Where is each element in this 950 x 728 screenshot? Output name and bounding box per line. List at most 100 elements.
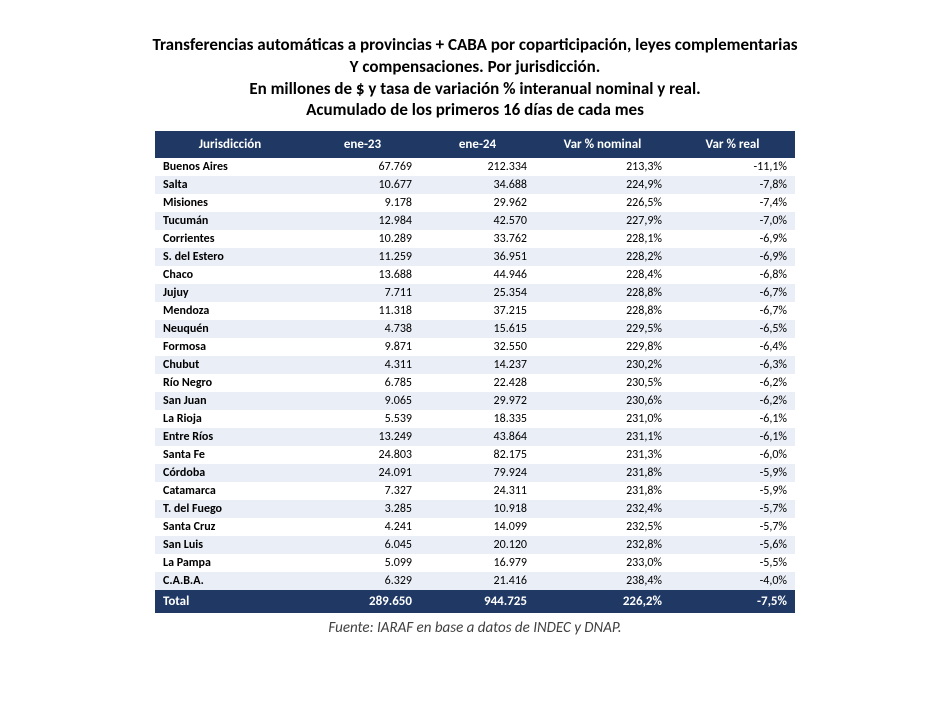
- cell-value: 226,5%: [535, 194, 670, 212]
- cell-value: -6,1%: [670, 410, 795, 428]
- cell-value: -7,8%: [670, 176, 795, 194]
- cell-jurisdiccion: T. del Fuego: [155, 500, 305, 518]
- cell-value: 14.237: [420, 356, 535, 374]
- cell-value: 230,2%: [535, 356, 670, 374]
- total-var-real: -7,5%: [670, 590, 795, 613]
- cell-value: 44.946: [420, 266, 535, 284]
- cell-value: 11.318: [305, 302, 420, 320]
- cell-jurisdiccion: Santa Fe: [155, 446, 305, 464]
- cell-value: -6,2%: [670, 374, 795, 392]
- total-label: Total: [155, 590, 305, 613]
- cell-value: 82.175: [420, 446, 535, 464]
- cell-value: -7,0%: [670, 212, 795, 230]
- cell-value: 9.871: [305, 338, 420, 356]
- cell-value: 227,9%: [535, 212, 670, 230]
- col-header-ene24: ene-24: [420, 131, 535, 158]
- cell-value: -6,7%: [670, 302, 795, 320]
- table-row: Río Negro6.78522.428230,5%-6,2%: [155, 374, 795, 392]
- cell-value: 231,1%: [535, 428, 670, 446]
- cell-value: -5,9%: [670, 464, 795, 482]
- cell-value: 232,8%: [535, 536, 670, 554]
- cell-value: 232,4%: [535, 500, 670, 518]
- cell-jurisdiccion: Buenos Aires: [155, 158, 305, 176]
- table-container: Jurisdicción ene-23 ene-24 Var % nominal…: [155, 131, 795, 613]
- cell-value: 233,0%: [535, 554, 670, 572]
- cell-value: -7,4%: [670, 194, 795, 212]
- cell-value: 238,4%: [535, 572, 670, 590]
- cell-value: 5.099: [305, 554, 420, 572]
- cell-value: 20.120: [420, 536, 535, 554]
- cell-value: 10.289: [305, 230, 420, 248]
- cell-value: -6,1%: [670, 428, 795, 446]
- cell-value: 25.354: [420, 284, 535, 302]
- table-row: Neuquén4.73815.615229,5%-6,5%: [155, 320, 795, 338]
- cell-value: 3.285: [305, 500, 420, 518]
- table-row: Misiones9.17829.962226,5%-7,4%: [155, 194, 795, 212]
- cell-value: 34.688: [420, 176, 535, 194]
- cell-value: -11,1%: [670, 158, 795, 176]
- cell-jurisdiccion: Formosa: [155, 338, 305, 356]
- cell-value: 9.065: [305, 392, 420, 410]
- cell-value: 213,3%: [535, 158, 670, 176]
- cell-value: -6,7%: [670, 284, 795, 302]
- col-header-ene23: ene-23: [305, 131, 420, 158]
- col-header-jurisdiccion: Jurisdicción: [155, 131, 305, 158]
- title-line-2: Y compensaciones. Por jurisdicción.: [80, 56, 870, 78]
- table-row: San Juan9.06529.972230,6%-6,2%: [155, 392, 795, 410]
- cell-jurisdiccion: Córdoba: [155, 464, 305, 482]
- table-row: Formosa9.87132.550229,8%-6,4%: [155, 338, 795, 356]
- cell-value: 228,8%: [535, 302, 670, 320]
- cell-value: 14.099: [420, 518, 535, 536]
- total-ene23: 289.650: [305, 590, 420, 613]
- page: Transferencias automáticas a provincias …: [0, 0, 950, 637]
- cell-value: 230,6%: [535, 392, 670, 410]
- cell-value: 231,8%: [535, 482, 670, 500]
- cell-jurisdiccion: La Rioja: [155, 410, 305, 428]
- cell-value: 21.416: [420, 572, 535, 590]
- cell-value: 24.311: [420, 482, 535, 500]
- cell-value: -6,4%: [670, 338, 795, 356]
- cell-jurisdiccion: Tucumán: [155, 212, 305, 230]
- cell-value: 10.677: [305, 176, 420, 194]
- cell-value: 67.769: [305, 158, 420, 176]
- cell-jurisdiccion: Mendoza: [155, 302, 305, 320]
- title-line-3: En millones de $ y tasa de variación % i…: [80, 78, 870, 100]
- cell-jurisdiccion: San Luis: [155, 536, 305, 554]
- cell-jurisdiccion: Chaco: [155, 266, 305, 284]
- cell-value: 228,4%: [535, 266, 670, 284]
- cell-value: 13.249: [305, 428, 420, 446]
- page-title: Transferencias automáticas a provincias …: [80, 34, 870, 121]
- cell-value: 32.550: [420, 338, 535, 356]
- cell-jurisdiccion: Neuquén: [155, 320, 305, 338]
- cell-jurisdiccion: Río Negro: [155, 374, 305, 392]
- col-header-var-real: Var % real: [670, 131, 795, 158]
- table-row: Salta10.67734.688224,9%-7,8%: [155, 176, 795, 194]
- table-header: Jurisdicción ene-23 ene-24 Var % nominal…: [155, 131, 795, 158]
- cell-jurisdiccion: Misiones: [155, 194, 305, 212]
- cell-value: 228,8%: [535, 284, 670, 302]
- cell-value: 37.215: [420, 302, 535, 320]
- cell-value: 15.615: [420, 320, 535, 338]
- cell-value: -5,5%: [670, 554, 795, 572]
- table-row: San Luis6.04520.120232,8%-5,6%: [155, 536, 795, 554]
- cell-value: -5,9%: [670, 482, 795, 500]
- cell-value: -5,6%: [670, 536, 795, 554]
- cell-jurisdiccion: Catamarca: [155, 482, 305, 500]
- table-row: La Rioja5.53918.335231,0%-6,1%: [155, 410, 795, 428]
- title-line-4: Acumulado de los primeros 16 días de cad…: [80, 99, 870, 121]
- cell-value: 22.428: [420, 374, 535, 392]
- cell-value: 13.688: [305, 266, 420, 284]
- cell-value: 79.924: [420, 464, 535, 482]
- cell-value: 9.178: [305, 194, 420, 212]
- cell-value: 24.091: [305, 464, 420, 482]
- table-row: Chaco13.68844.946228,4%-6,8%: [155, 266, 795, 284]
- cell-value: -5,7%: [670, 500, 795, 518]
- cell-jurisdiccion: C.A.B.A.: [155, 572, 305, 590]
- table-row: C.A.B.A.6.32921.416238,4%-4,0%: [155, 572, 795, 590]
- cell-value: 6.785: [305, 374, 420, 392]
- cell-value: 18.335: [420, 410, 535, 428]
- cell-value: 16.979: [420, 554, 535, 572]
- table-row: Entre Ríos13.24943.864231,1%-6,1%: [155, 428, 795, 446]
- cell-value: 4.311: [305, 356, 420, 374]
- cell-value: -6,0%: [670, 446, 795, 464]
